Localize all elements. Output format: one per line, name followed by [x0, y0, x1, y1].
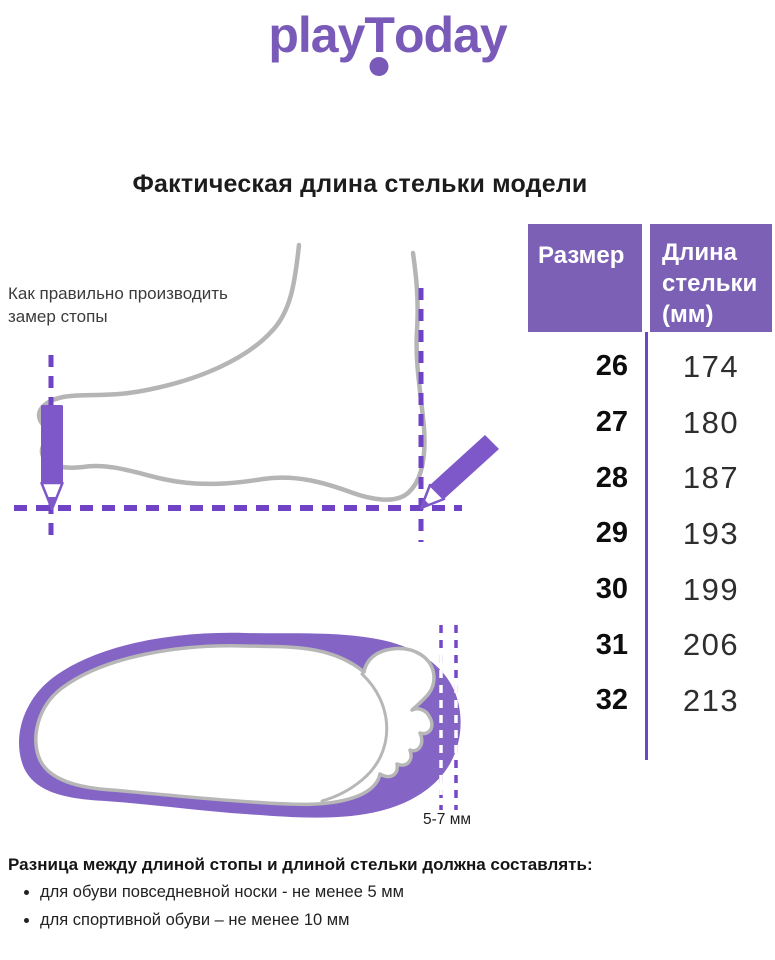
size-cell: 32	[595, 684, 628, 717]
insole-illustration	[19, 625, 461, 818]
foot-measurement-illustration	[14, 242, 499, 542]
size-cell: 26	[595, 350, 628, 383]
foot-profile-outline	[36, 242, 427, 502]
length-cell: 180	[682, 404, 740, 440]
footer-bullet-list: для обуви повседневной носки - не менее …	[8, 882, 628, 930]
length-column-header: Длина стельки (мм)	[650, 224, 772, 332]
footer-bullet: для обуви повседневной носки - не менее …	[40, 882, 628, 903]
table-row: 26 174	[528, 339, 774, 395]
measure-instruction-line1: Как правильно производить	[8, 284, 228, 303]
size-table: Размер Длина стельки (мм) 26 174 27 180 …	[528, 224, 774, 760]
length-cell: 199	[682, 571, 740, 607]
footer-note: Разница между длиной стопы и длиной стел…	[8, 855, 628, 937]
size-cell: 31	[595, 628, 628, 661]
footer-bullet: для спортивной обуви – не менее 10 мм	[40, 910, 628, 931]
length-cell: 206	[682, 627, 740, 663]
table-row: 29 193	[528, 506, 774, 562]
size-column-header: Размер	[528, 224, 642, 332]
table-row: 28 187	[528, 450, 774, 506]
logo-dot	[369, 57, 389, 76]
logo-text-play: play	[268, 7, 365, 63]
table-column-divider	[644, 332, 648, 760]
logo-text-oday: oday	[393, 7, 508, 63]
right-pencil-icon	[419, 435, 499, 510]
table-row: 32 213	[528, 673, 774, 729]
measure-instruction: Как правильно производить замер стопы	[8, 283, 268, 329]
footer-heading: Разница между длиной стопы и длиной стел…	[8, 855, 593, 874]
length-cell: 193	[682, 515, 740, 551]
table-row: 30 199	[528, 562, 774, 618]
size-cell: 30	[595, 573, 628, 606]
length-cell: 187	[682, 460, 740, 496]
size-cell: 28	[595, 461, 628, 494]
length-cell: 213	[682, 682, 740, 718]
length-cell: 174	[682, 348, 740, 384]
measure-instruction-line2: замер стопы	[8, 306, 108, 326]
size-cell: 29	[595, 517, 628, 550]
size-cell: 27	[595, 406, 628, 439]
ball-of-foot-curve	[320, 672, 389, 803]
left-pencil-icon	[40, 405, 64, 511]
page-title: Фактическая длина стельки модели	[132, 170, 588, 198]
logo-t-char: T	[364, 7, 395, 63]
logo-text-t: T	[364, 7, 395, 76]
table-body: 26 174 27 180 28 187 29 193 30 199 31 20…	[528, 339, 774, 729]
table-row: 27 180	[528, 395, 774, 451]
foot-sole-shape	[34, 644, 436, 807]
table-row: 31 206	[528, 617, 774, 673]
table-header-row: Размер Длина стельки (мм)	[528, 224, 774, 332]
toe-gap-label: 5-7 мм	[422, 811, 472, 828]
